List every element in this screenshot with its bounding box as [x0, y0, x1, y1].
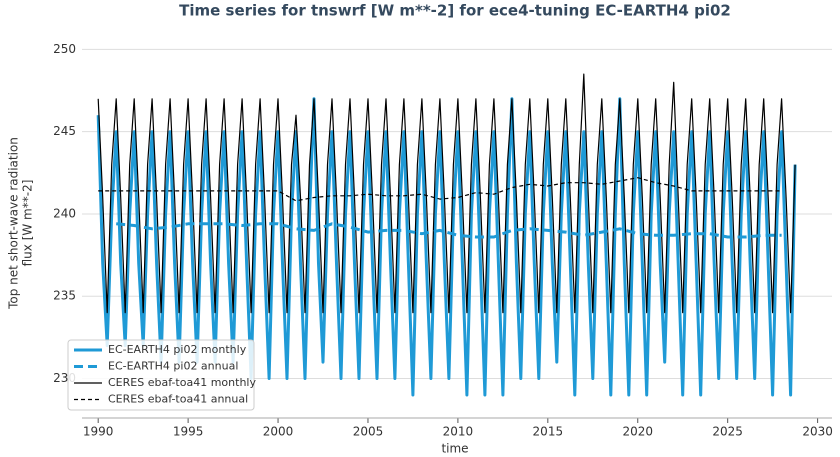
x-axis-label: time	[441, 442, 468, 456]
x-tick-label: 2020	[622, 425, 653, 439]
y-tick-label: 245	[53, 124, 76, 138]
chart-title: Time series for tnswrf [W m**-2] for ece…	[179, 2, 731, 20]
x-tick-label: 2010	[443, 425, 474, 439]
y-tick-label: 235	[53, 289, 76, 303]
series-line	[98, 177, 782, 202]
y-axis-label: Top net short-wave radiation flux [W m**…	[7, 137, 35, 310]
x-tick-label: 2005	[353, 425, 384, 439]
x-tick-label: 2000	[263, 425, 294, 439]
x-tick-label: 2030	[802, 425, 833, 439]
x-tick-label: 2015	[533, 425, 564, 439]
legend-label: EC-EARTH4 pi02 annual	[108, 360, 238, 373]
x-tick-label: 2025	[712, 425, 743, 439]
y-tick-label: 250	[53, 42, 76, 56]
series-line	[116, 222, 782, 239]
x-tick-label: 1995	[173, 425, 204, 439]
legend-label: CERES ebaf-toa41 annual	[108, 393, 248, 406]
legend-box	[67, 339, 255, 411]
x-tick-label: 1990	[83, 425, 114, 439]
legend-label: CERES ebaf-toa41 monthly	[108, 376, 256, 389]
legend-label: EC-EARTH4 pi02 monthly	[108, 343, 247, 356]
y-tick-label: 240	[53, 206, 76, 220]
y-axis-label-line: flux [W m**-2]	[21, 180, 35, 267]
series-line	[97, 73, 796, 314]
y-axis-label-line: Top net short-wave radiation	[7, 137, 21, 310]
